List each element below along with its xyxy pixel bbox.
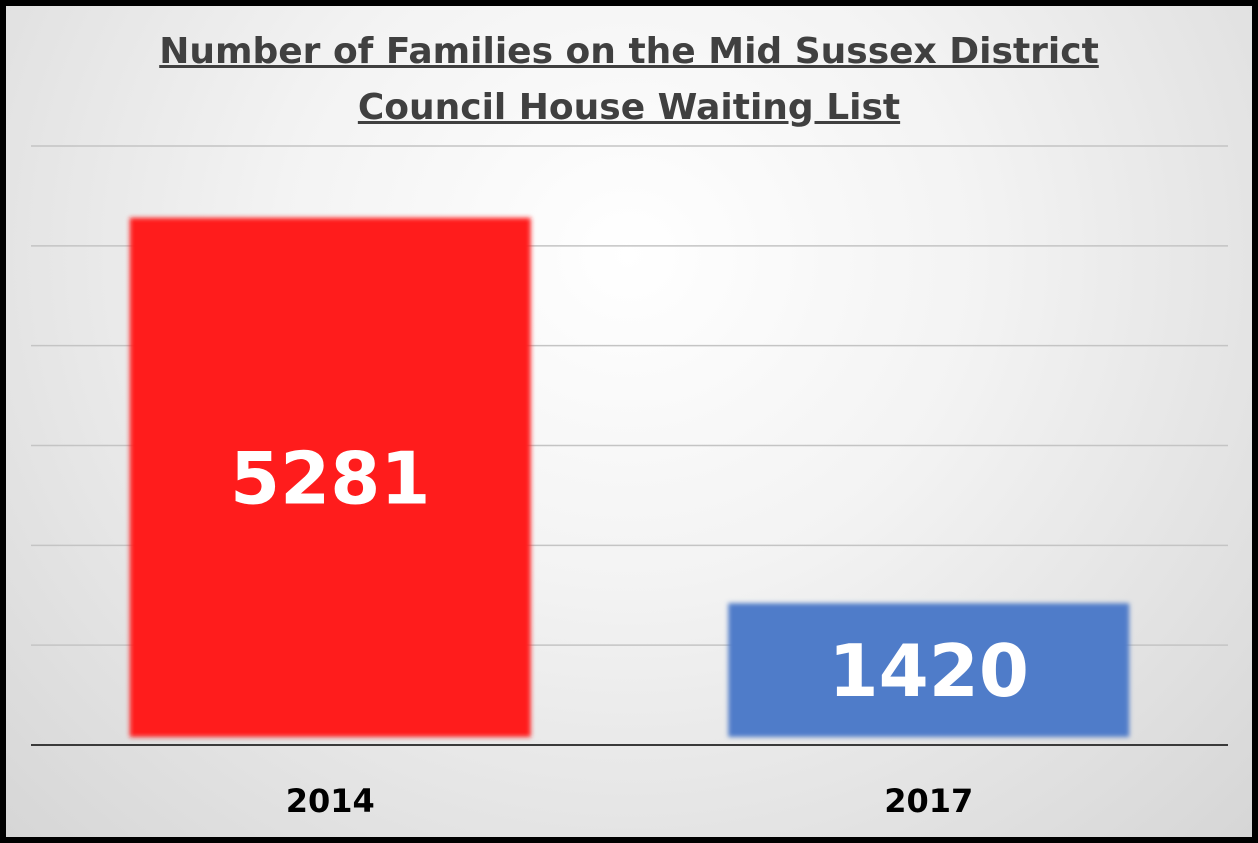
chart-title-line-2: Council House Waiting List: [357, 87, 901, 128]
bar-2014: [129, 217, 531, 738]
data-label-2014: 5281: [230, 436, 430, 520]
chart-title: Number of Families on the Mid Sussex Dis…: [6, 24, 1252, 136]
data-labels: 5281 1420: [230, 436, 1029, 713]
x-tick-labels: 2014 2017: [286, 782, 974, 820]
bars: [129, 217, 1130, 738]
chart-frame: Number of Families on the Mid Sussex Dis…: [6, 6, 1252, 837]
data-label-2017: 1420: [829, 629, 1029, 713]
bar-chart: 5281 1420 2014 2017: [31, 145, 1228, 820]
bar-2017: [728, 603, 1130, 737]
x-tick-label-2017: 2017: [884, 782, 973, 820]
x-tick-label-2014: 2014: [286, 782, 375, 820]
chart-title-line-1: Number of Families on the Mid Sussex Dis…: [159, 31, 1099, 72]
